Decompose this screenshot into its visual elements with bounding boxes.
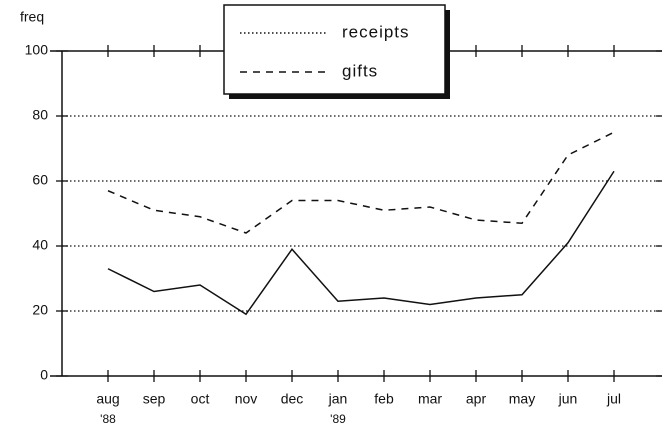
series-line [107,131,615,234]
y-tick-label: 100 [25,42,49,58]
year-label: '89 [330,412,346,426]
x-tick-label: sep [143,391,166,407]
legend-label: receipts [342,22,410,41]
x-tick-label: apr [466,391,487,407]
y-tick-label: 60 [32,172,48,188]
legend-box [223,4,446,95]
y-tick-label: 20 [32,302,48,318]
y-tick-label: 80 [32,107,48,123]
x-tick-label: jan [328,391,348,407]
x-tick-label: jun [558,391,578,407]
y-tick-label: 0 [40,367,48,383]
x-tick-label: aug [96,391,119,407]
x-tick-label: oct [191,391,210,407]
x-tick-label: jul [606,391,621,407]
y-axis-label: freq [20,9,44,25]
year-label: '88 [100,412,116,426]
x-tick-label: may [509,391,535,407]
x-tick-label: nov [235,391,258,407]
y-tick-label: 40 [32,237,48,253]
x-tick-label: feb [374,391,394,407]
legend-label: gifts [342,61,378,80]
x-tick-label: mar [418,391,442,407]
series-line [107,170,615,316]
x-tick-label: dec [281,391,304,407]
